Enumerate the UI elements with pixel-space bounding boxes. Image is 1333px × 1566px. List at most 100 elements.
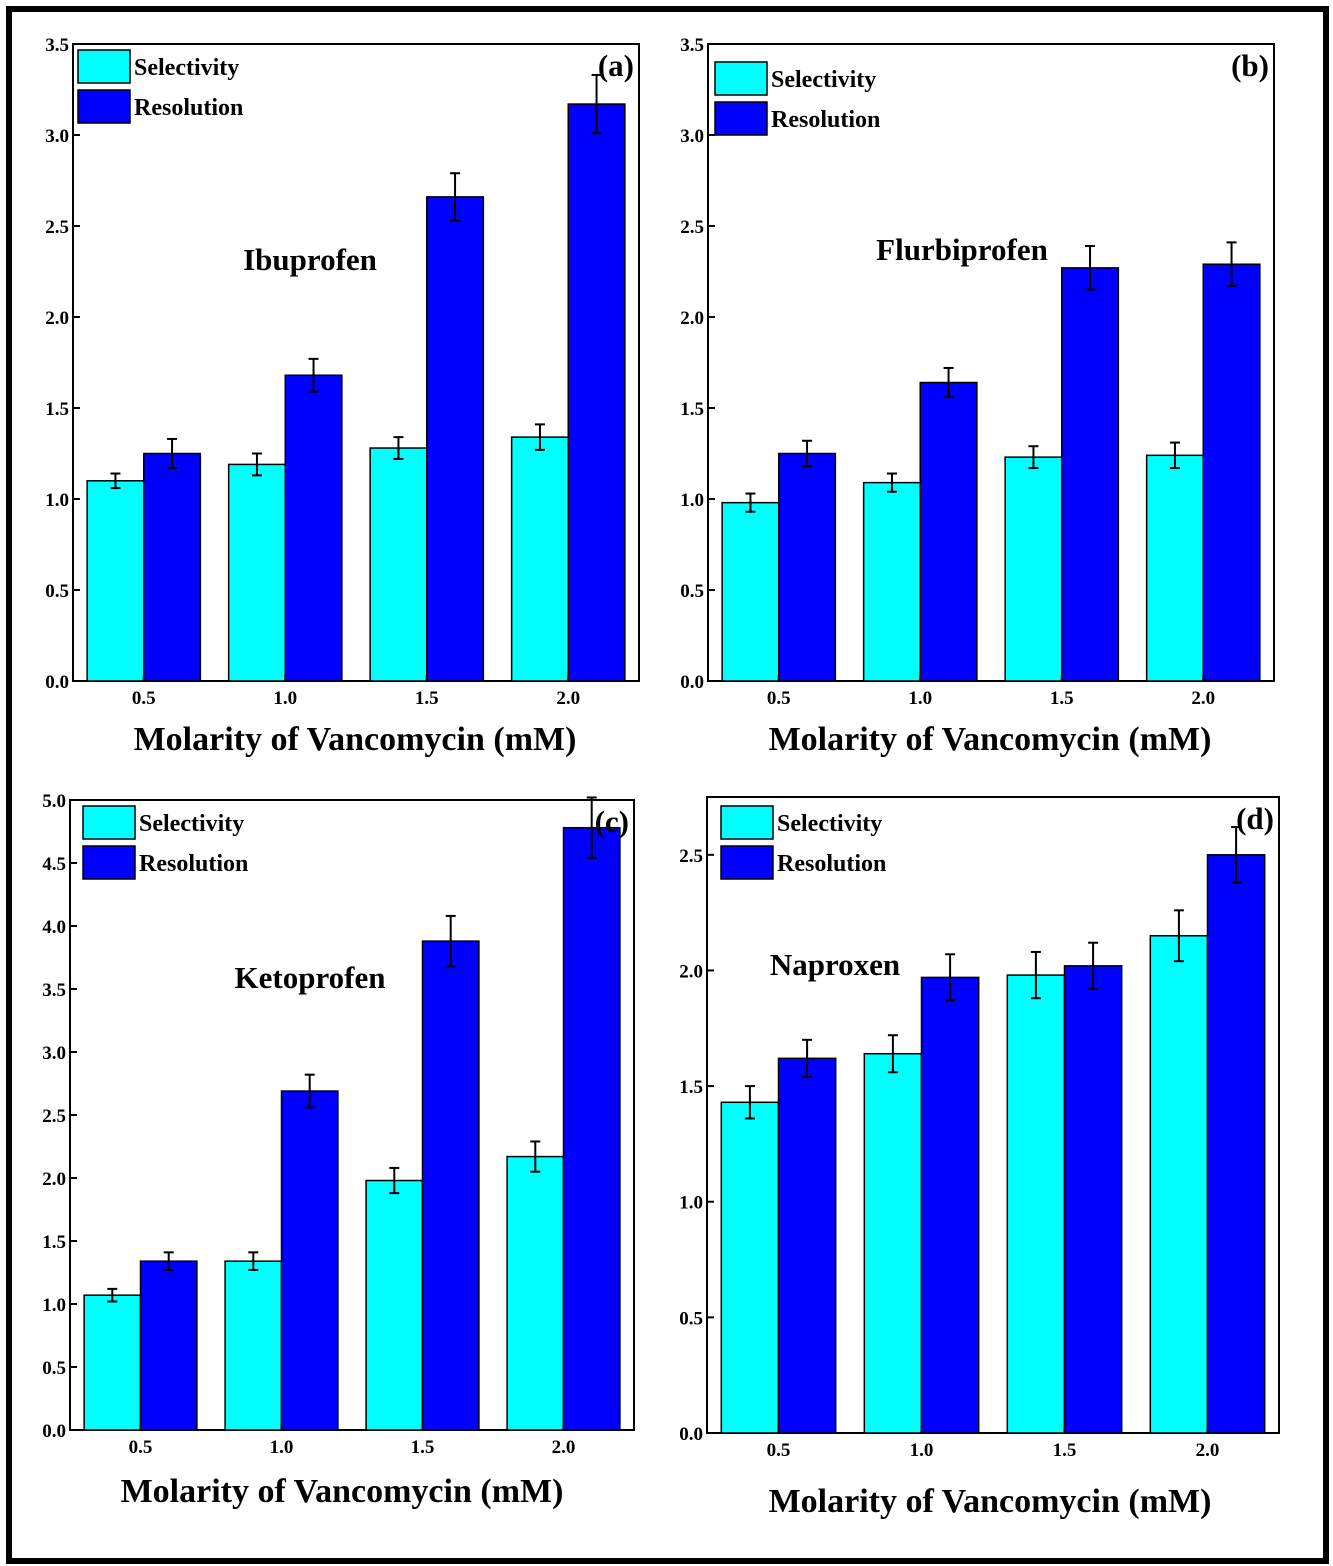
selectivity-bar — [863, 1052, 923, 1434]
chart-panel-a: 0.0 0.5 1.0 1.5 2.0 2.5 3.0 3.5 0.5 1.0 1.5 2.0 Sele… — [45, 35, 640, 758]
legend-swatch-resolution — [714, 101, 768, 136]
x-axis-label: Molarity of Vancomycin (mM) — [134, 721, 577, 758]
plot-area — [706, 796, 1280, 1434]
x-tick-label: 2.0 — [556, 688, 580, 709]
x-tick-label: 1.0 — [270, 1437, 294, 1458]
selectivity-bar — [1149, 935, 1209, 1434]
y-tick-label: 2.0 — [42, 1169, 66, 1190]
legend-swatch-selectivity — [82, 805, 136, 840]
y-tick-label: 0.5 — [679, 1308, 703, 1329]
panel-label: (a) — [598, 48, 634, 83]
selectivity-bar — [224, 1260, 283, 1431]
plot-area — [707, 43, 1275, 682]
selectivity-bar — [510, 436, 569, 682]
x-axis-label: Molarity of Vancomycin (mM) — [769, 1483, 1212, 1520]
chart-panel-d: 0.0 0.5 1.0 1.5 2.0 2.5 0.5 1.0 1.5 2.0 Selectivit… — [679, 796, 1280, 1520]
panel-label: (b) — [1231, 48, 1269, 83]
selectivity-bar — [1006, 974, 1066, 1434]
x-axis-label: Molarity of Vancomycin (mM) — [121, 1473, 564, 1510]
y-tick-label: 5.0 — [42, 791, 66, 812]
x-tick-label: 2.0 — [1196, 1440, 1220, 1461]
y-tick-label: 0.0 — [680, 672, 704, 693]
legend-swatch-selectivity — [720, 805, 774, 840]
x-tick-label: 0.5 — [129, 1437, 153, 1458]
x-tick-label: 1.5 — [1053, 1440, 1077, 1461]
selectivity-bar — [365, 1179, 424, 1431]
x-tick-label: 0.5 — [767, 1440, 791, 1461]
legend-label: Selectivity — [139, 811, 244, 837]
y-tick-label: 4.0 — [42, 917, 66, 938]
y-tick-label: 1.0 — [679, 1193, 703, 1214]
y-tick-label: 2.5 — [679, 846, 703, 867]
y-tick-label: 0.5 — [45, 581, 69, 602]
legend-label: Selectivity — [777, 811, 882, 837]
resolution-bar — [778, 452, 837, 682]
chart-title: Ibuprofen — [243, 242, 377, 277]
x-tick-label: 1.5 — [415, 688, 439, 709]
selectivity-bar — [862, 481, 922, 682]
selectivity-bar — [720, 1101, 780, 1434]
y-tick-label: 3.0 — [680, 126, 704, 147]
legend-label: Resolution — [777, 851, 886, 877]
chart-title: Flurbiprofen — [876, 232, 1048, 267]
legend-label: Selectivity — [771, 67, 876, 93]
x-tick-label: 0.5 — [132, 688, 156, 709]
x-tick-label: 0.5 — [767, 688, 791, 709]
selectivity-bar — [506, 1155, 565, 1431]
resolution-bar — [1202, 263, 1261, 682]
x-tick-label: 1.0 — [908, 688, 932, 709]
y-tick-label: 1.5 — [680, 399, 704, 420]
y-tick-label: 0.5 — [42, 1358, 66, 1379]
resolution-bar — [280, 1090, 339, 1431]
y-tick-label: 1.5 — [45, 399, 69, 420]
y-tick-label: 2.5 — [42, 1106, 66, 1127]
chart-title: Ketoprofen — [235, 960, 386, 995]
y-tick-label: 4.5 — [42, 854, 66, 875]
selectivity-bar — [1004, 456, 1063, 682]
resolution-bar — [143, 452, 202, 682]
legend-swatch-selectivity — [77, 49, 131, 84]
resolution-bar — [1063, 965, 1123, 1434]
y-tick-label: 3.5 — [680, 35, 704, 56]
resolution-bar — [919, 381, 978, 682]
resolution-bar — [920, 976, 980, 1434]
y-tick-label: 1.5 — [679, 1077, 703, 1098]
x-tick-label: 2.0 — [1191, 688, 1215, 709]
x-tick-label: 1.0 — [910, 1440, 934, 1461]
resolution-bar — [1206, 854, 1266, 1434]
y-tick-label: 0.0 — [42, 1421, 66, 1442]
x-axis-label: Molarity of Vancomycin (mM) — [769, 721, 1212, 758]
y-tick-label: 2.5 — [680, 217, 704, 238]
x-tick-label: 2.0 — [552, 1437, 576, 1458]
chart-panel-b: 0.0 0.5 1.0 1.5 2.0 2.5 3.0 3.5 0.5 1.0 1.5 2.0 Sele… — [680, 35, 1275, 758]
resolution-bar — [562, 826, 621, 1431]
x-tick-label: 1.5 — [411, 1437, 435, 1458]
selectivity-bar — [1145, 454, 1205, 682]
panel-label: (d) — [1236, 801, 1274, 836]
legend-swatch-resolution — [77, 89, 131, 124]
selectivity-bar — [369, 447, 428, 682]
selectivity-bar — [721, 501, 780, 682]
y-tick-label: 1.5 — [42, 1232, 66, 1253]
chart-panel-c: 0.0 0.5 1.0 1.5 2.0 2.5 3.0 3.5 4.0 4.5 5.0 0.5 1.0 1… — [42, 791, 635, 1510]
resolution-bar — [777, 1057, 837, 1434]
resolution-bar — [567, 103, 626, 682]
y-tick-label: 3.0 — [45, 126, 69, 147]
legend-swatch-resolution — [720, 845, 774, 880]
y-tick-label: 0.0 — [45, 672, 69, 693]
selectivity-bar — [227, 463, 286, 682]
y-tick-label: 2.0 — [679, 961, 703, 982]
y-tick-label: 1.0 — [680, 490, 704, 511]
legend-label: Resolution — [139, 851, 248, 877]
panel-label: (c) — [595, 804, 629, 839]
x-tick-label: 1.5 — [1050, 688, 1074, 709]
x-tick-label: 1.0 — [273, 688, 297, 709]
y-tick-label: 3.5 — [45, 35, 69, 56]
legend-label: Selectivity — [134, 55, 239, 81]
y-tick-label: 1.0 — [42, 1295, 66, 1316]
resolution-bar — [139, 1260, 198, 1431]
legend-swatch-resolution — [82, 845, 136, 880]
legend-label: Resolution — [134, 95, 243, 121]
resolution-bar — [284, 374, 343, 682]
